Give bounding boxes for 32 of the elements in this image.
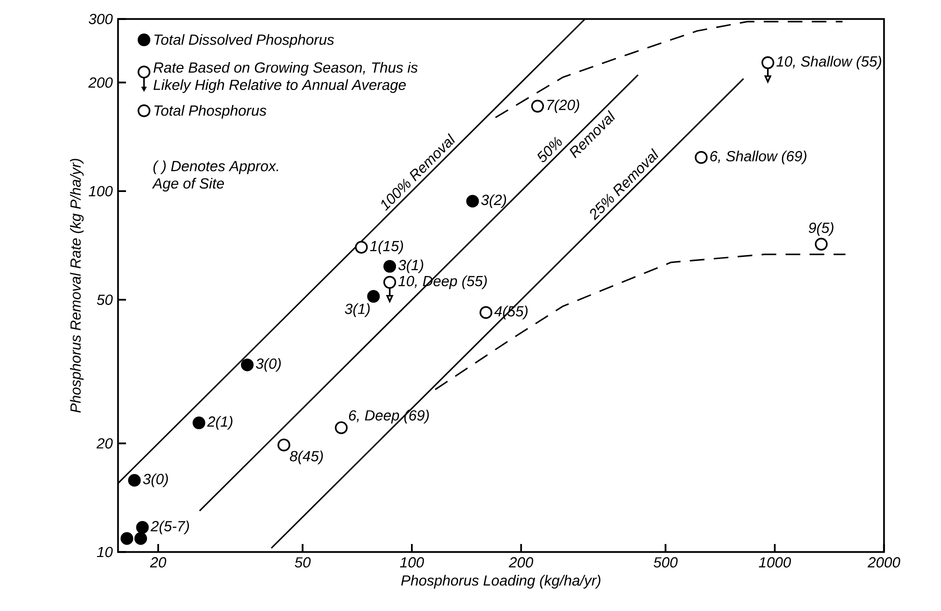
data-label: 10, Shallow (55) <box>776 56 882 70</box>
data-label: 3(1) <box>344 303 370 317</box>
data-label: 8(45) <box>290 450 323 464</box>
x-tick-label: 1000 <box>758 557 791 568</box>
x-tick-label: 100 <box>400 557 424 568</box>
legend-label: Rate Based on Growing Season, Thus is Likely High Relative to Annual Average <box>154 62 418 93</box>
x-tick-label: 20 <box>150 557 166 568</box>
y-tick-label: 200 <box>88 77 113 88</box>
data-label: 1(15) <box>370 240 404 254</box>
y-axis-title: Phosphorus Removal Rate (kg P/ha/yr) <box>70 158 84 413</box>
legend-label: Total Phosphorus <box>154 105 266 119</box>
data-label: 2(1) <box>207 416 232 430</box>
x-tick-label: 500 <box>654 557 678 568</box>
data-label: 6, Shallow (69) <box>710 150 806 164</box>
y-tick-label: 10 <box>96 546 113 558</box>
x-axis-title: Phosphorus Loading (kg/ha/yr) <box>401 574 600 589</box>
data-label: 3(2) <box>481 194 506 208</box>
y-tick-label: 300 <box>88 14 113 24</box>
data-label: 9(5) <box>808 222 834 236</box>
data-label: 2(5-7) <box>150 520 189 534</box>
x-tick-label: 50 <box>294 557 311 568</box>
data-label: 3(1) <box>398 260 424 274</box>
data-label: 3(0) <box>256 358 281 372</box>
data-label: 6, Deep (69) <box>349 410 429 424</box>
y-tick-label: 100 <box>88 186 113 196</box>
x-tick-label: 200 <box>508 557 534 568</box>
y-tick-label: 50 <box>96 294 113 305</box>
x-tick-label: 2000 <box>868 557 900 568</box>
data-label: 3(0) <box>143 473 168 488</box>
annotation: ( ) Denotes Approx. Age of Site <box>152 160 278 192</box>
legend-label: Total Dissolved Phosphorus <box>154 34 334 48</box>
y-tick-label: 20 <box>96 438 113 449</box>
